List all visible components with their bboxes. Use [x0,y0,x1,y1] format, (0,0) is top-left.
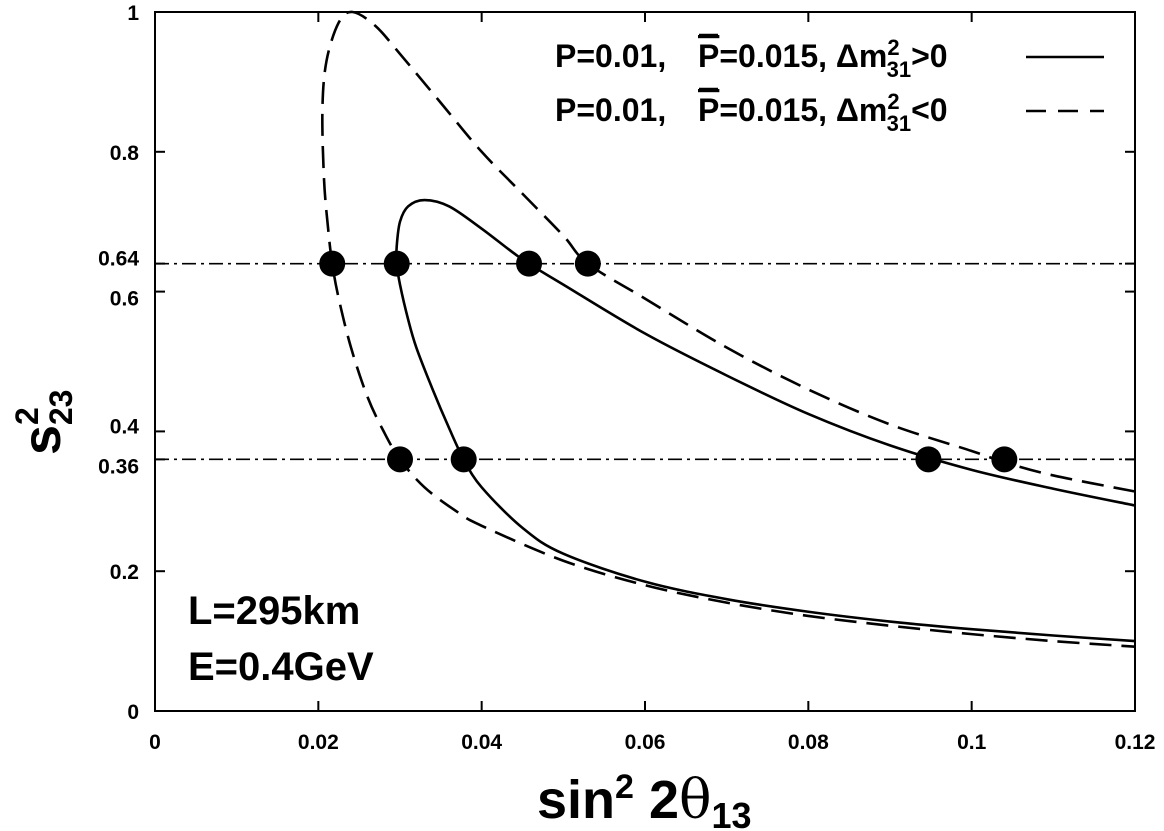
x-tick-label: 0.06 [625,731,666,754]
y-tick-label: 0.8 [110,142,140,165]
intersection-marker [450,446,477,473]
y-tick-label: 1 [127,2,139,25]
y-tick-label: 0.36 [98,455,139,478]
y-tick-label: 0 [127,701,139,724]
y-axis-title: s223 [9,390,79,455]
series-line-negative [321,10,1136,648]
x-tick-label: 0.08 [788,731,829,754]
legend-entry-1-text: P=0.01, P=0.015, Δm2 31>0 [555,35,948,82]
intersection-marker [991,446,1018,473]
legend-entry-2-text: P=0.01, P=0.015, Δm2 31<0 [555,89,948,136]
legend: P=0.01, P=0.015, Δm2 31>0 P=0.01, P=0.015… [555,33,1104,136]
intersection-markers [319,250,1018,473]
intersection-marker [319,250,346,277]
x-tick-label: 0.12 [1115,731,1156,754]
y-tick-label: 0.64 [98,248,139,271]
y-tick-label: 0.6 [110,288,139,311]
x-tick-label: 0.1 [957,731,987,754]
x-axis-title: sin2 2θ13 [537,768,752,831]
y-tick-label: 0.2 [110,561,139,584]
annotation-energy: E=0.4GeV [188,645,374,689]
intersection-marker [387,446,413,473]
intersection-marker [516,250,543,277]
x-tick-label: 0.04 [461,731,502,754]
svg-text:s223: s223 [9,390,79,455]
reference-lines [155,262,1135,461]
intersection-marker [574,250,601,277]
axis-ticks: 0 0.02 0.04 0.06 0.08 0.1 0.12 0 0.2 0.36 0.4 0.6 0.… [98,2,1155,754]
x-tick-label: 0.02 [298,731,339,754]
annotation-baseline: L=295km [188,589,360,633]
x-tick-label: 0 [149,731,161,754]
y-tick-label: 0.4 [110,415,140,438]
intersection-marker [915,446,942,473]
intersection-marker [383,250,410,277]
series-line-positive [395,198,1136,643]
